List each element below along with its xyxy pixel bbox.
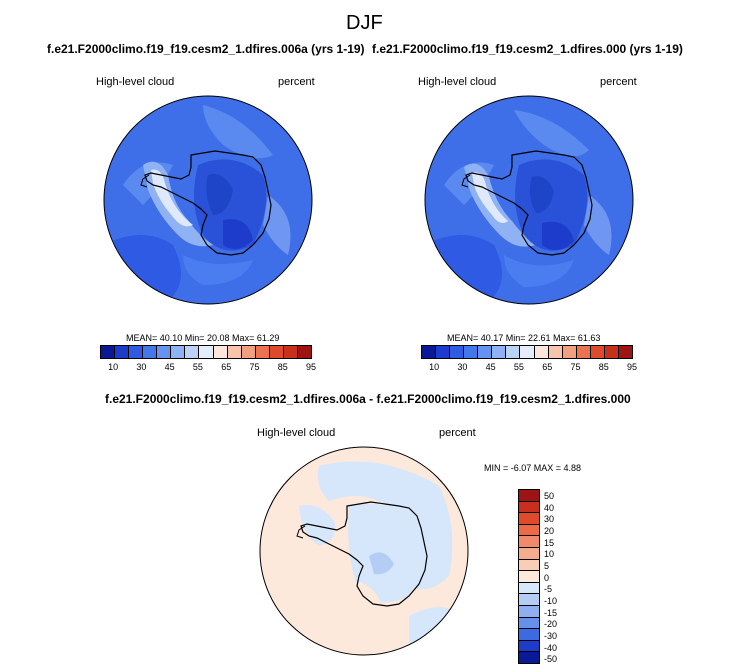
diff-colorbar-tick-label: -20 xyxy=(544,619,558,630)
panel2-colorbar-tick-label: 85 xyxy=(598,362,609,372)
panel1-colorbar-swatch xyxy=(269,346,284,358)
diff-colorbar-swatch xyxy=(519,490,539,502)
panel1-colorbar-swatch xyxy=(185,346,200,358)
panel2-colorbar-swatch xyxy=(576,346,591,358)
panel2-colorbar-swatch xyxy=(436,346,451,358)
diff-variable-label: High-level cloud xyxy=(257,427,336,439)
diff-colorbar-swatch xyxy=(519,605,539,618)
diff-colorbar-swatch xyxy=(519,652,539,663)
panel2-colorbar-tick-label: 45 xyxy=(485,362,496,372)
panel1-colorbar-swatch xyxy=(199,346,214,358)
diff-colorbar-swatch xyxy=(519,501,539,514)
panel1-colorbar-swatch xyxy=(283,346,298,358)
panel2-units-label: percent xyxy=(600,76,637,88)
diff-colorbar-swatch xyxy=(519,594,539,606)
diff-colorbar-swatch xyxy=(519,582,539,595)
panel1-colorbar-tick-label: 95 xyxy=(306,362,317,372)
diff-colorbar-swatch xyxy=(519,547,539,560)
panel1-colorbar-swatch xyxy=(297,346,311,358)
diff-colorbar-swatch xyxy=(519,571,539,583)
diff-units-label: percent xyxy=(439,427,476,439)
panel1-colorbar-swatch xyxy=(129,346,144,358)
panel1-stats: MEAN= 40.10 Min= 20.08 Max= 61.29 xyxy=(126,333,280,343)
panel2-colorbar-swatch xyxy=(604,346,619,358)
panel1-colorbar-tick-label: 45 xyxy=(164,362,175,372)
panel1-colorbar-swatch xyxy=(101,346,116,358)
diff-colorbar-swatch xyxy=(519,524,539,537)
panel2-colorbar-swatch xyxy=(450,346,465,358)
diff-colorbar-tick-label: -10 xyxy=(544,596,558,606)
panel2-colorbar-tick-label: 30 xyxy=(457,362,468,372)
diff-colorbar-tick-label: 20 xyxy=(544,526,555,536)
diff-colorbar-swatch xyxy=(519,617,539,630)
panel2-colorbar-tick-label: 75 xyxy=(570,362,581,372)
panel1-colorbar-tick-label: 65 xyxy=(221,362,232,372)
panel1-colorbar-ticks: 10 30 45 55 65 75 85 95 xyxy=(100,362,316,374)
panel2-colorbar-swatch xyxy=(590,346,605,358)
diff-colorbar-tick-label: 10 xyxy=(544,549,555,560)
panel2-polar-map xyxy=(424,95,634,305)
panel2-colorbar-swatch xyxy=(478,346,493,358)
panel2-colorbar-tick-label: 10 xyxy=(429,362,440,372)
panel1-colorbar-tick-label: 55 xyxy=(192,362,203,372)
panel1-colorbar-swatch xyxy=(241,346,256,358)
diff-colorbar-ticks: 50 40 30 20 15 10 5 0 -5 -10 -15 -20 -30 -40 -50 xyxy=(544,489,584,664)
diff-colorbar-swatch xyxy=(519,513,539,525)
diff-colorbar-tick-label: -30 xyxy=(544,631,558,641)
diff-colorbar-tick-label: 5 xyxy=(544,561,550,571)
diff-colorbar-swatch xyxy=(519,640,539,653)
panel1-colorbar-swatch xyxy=(227,346,242,358)
panel2-colorbar-swatch xyxy=(492,346,507,358)
panel2-colorbar-tick-label: 95 xyxy=(627,362,638,372)
diff-colorbar-swatch xyxy=(519,629,539,641)
panel2-colorbar-ticks: 10 30 45 55 65 75 85 95 xyxy=(421,362,637,374)
panel2-colorbar-swatch xyxy=(422,346,437,358)
diff-colorbar-tick-label: 40 xyxy=(544,502,555,513)
diff-colorbar-swatch xyxy=(519,536,539,548)
panel1-colorbar-swatch xyxy=(213,346,228,358)
panel2-colorbar-swatch xyxy=(562,346,577,358)
diff-colorbar-tick-label: 15 xyxy=(544,537,555,548)
diff-colorbar xyxy=(518,489,540,664)
panel1-colorbar-swatch xyxy=(115,346,130,358)
panel1-units-label: percent xyxy=(278,76,315,88)
panel1-colorbar-swatch xyxy=(157,346,172,358)
diff-colorbar-tick-label: 50 xyxy=(544,491,555,501)
panel1-colorbar-swatch xyxy=(255,346,270,358)
panel2-colorbar xyxy=(421,345,633,359)
panel1-colorbar xyxy=(100,345,312,359)
panel2-colorbar-swatch xyxy=(618,346,632,358)
panel1-colorbar-swatch xyxy=(143,346,158,358)
panel2-variable-label: High-level cloud xyxy=(418,76,497,88)
panel1-polar-map xyxy=(103,95,313,305)
diff-polar-map xyxy=(259,446,469,656)
panel2-colorbar-swatch xyxy=(464,346,479,358)
diff-colorbar-swatch xyxy=(519,559,539,572)
diff-colorbar-tick-label: 30 xyxy=(544,514,555,525)
panel1-colorbar-tick-label: 75 xyxy=(249,362,260,372)
panel2-colorbar-swatch xyxy=(520,346,535,358)
diff-colorbar-tick-label: -40 xyxy=(544,642,558,653)
diff-stats: MIN = -6.07 MAX = 4.88 xyxy=(484,463,582,473)
diff-colorbar-tick-label: -50 xyxy=(544,654,558,665)
panel1-variable-label: High-level cloud xyxy=(96,76,175,88)
diff-colorbar-tick-label: -5 xyxy=(544,584,553,595)
diff-subtitle: f.e21.F2000climo.f19_f19.cesm2_1.dfires.… xyxy=(105,392,631,406)
panel2-colorbar-tick-label: 55 xyxy=(513,362,524,372)
page-title: DJF xyxy=(346,12,383,34)
panel2-colorbar-swatch xyxy=(534,346,549,358)
panel1-colorbar-swatch xyxy=(171,346,186,358)
diff-colorbar-tick-label: -15 xyxy=(544,607,558,618)
panel2-colorbar-swatch xyxy=(548,346,563,358)
panel2-stats: MEAN= 40.17 Min= 22.61 Max= 61.63 xyxy=(447,333,601,343)
diff-colorbar-tick-label: 0 xyxy=(544,572,550,583)
panel2-colorbar-tick-label: 65 xyxy=(542,362,553,372)
panel1-subtitle: f.e21.F2000climo.f19_f19.cesm2_1.dfires.… xyxy=(47,42,365,56)
panel1-colorbar-tick-label: 10 xyxy=(108,362,119,372)
panel1-colorbar-tick-label: 85 xyxy=(277,362,288,372)
panel2-colorbar-swatch xyxy=(506,346,521,358)
panel1-colorbar-tick-label: 30 xyxy=(136,362,147,372)
panel2-subtitle: f.e21.F2000climo.f19_f19.cesm2_1.dfires.… xyxy=(372,42,683,56)
